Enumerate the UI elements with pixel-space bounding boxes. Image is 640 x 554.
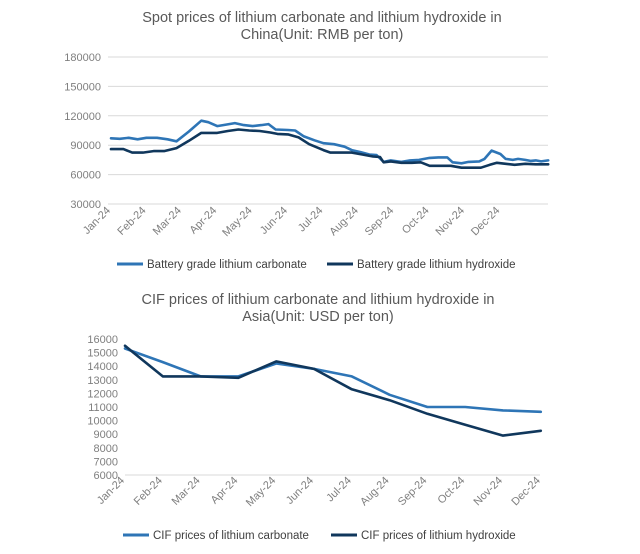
chart1-title-line: Spot prices of lithium carbonate and lit…: [142, 10, 501, 26]
chart1-x-tick-label: Nov-24: [434, 205, 468, 239]
chart2-title-line: Asia(Unit: USD per ton): [242, 309, 394, 325]
chart1-x-tick-label: Feb-24: [115, 205, 148, 238]
chart1-x-tick-label: Apr-24: [187, 205, 219, 237]
chart2-series-line-2: [123, 344, 543, 437]
chart1-x-tick-label: Jun-24: [258, 205, 290, 237]
chart2-x-tick-label: May-24: [244, 475, 278, 509]
chart2-y-tick-label: 7000: [94, 456, 118, 468]
chart2-series-line-1: [123, 347, 543, 414]
chart1-x-tick-label: May-24: [220, 205, 254, 239]
chart1-y-tick-label: 60000: [70, 170, 101, 182]
chart1-x-tick-label: Dec-24: [469, 205, 503, 239]
chart1-y-tick-label: 30000: [70, 199, 101, 211]
chart2: CIF prices of lithium carbonate and lith…: [87, 292, 543, 542]
chart2-title-line: CIF prices of lithium carbonate and lith…: [142, 292, 495, 308]
chart1-x-tick-label: Jul-24: [296, 205, 326, 235]
chart2-legend-label-1: CIF prices of lithium carbonate: [153, 530, 309, 542]
chart1-x-tick-label: Oct-24: [400, 205, 432, 237]
chart2-y-tick-label: 11000: [88, 402, 118, 414]
chart2-x-tick-label: Nov-24: [472, 475, 506, 509]
chart2-y-tick-label: 12000: [87, 388, 118, 400]
chart1-legend-label-2: Battery grade lithium hydroxide: [357, 259, 516, 271]
chart1-legend-label-1: Battery grade lithium carbonate: [147, 259, 307, 271]
chart1-series-line-1: [109, 119, 550, 165]
chart1-x-tick-label: Aug-24: [327, 205, 361, 239]
chart2-x-tick-label: Jun-24: [284, 475, 316, 507]
chart1-y-tick-label: 180000: [64, 52, 101, 64]
chart2-x-tick-label: Dec-24: [509, 475, 543, 509]
chart2-y-tick-label: 15000: [87, 348, 118, 360]
chart1-y-tick-label: 120000: [64, 111, 101, 123]
chart1-y-tick-label: 90000: [70, 140, 101, 152]
chart1-x-tick-label: Sep-24: [363, 205, 397, 239]
chart1-title: Spot prices of lithium carbonate and lit…: [142, 10, 501, 43]
chart2-legend-label-2: CIF prices of lithium hydroxide: [361, 530, 516, 542]
chart2-y-tick-label: 16000: [87, 334, 118, 346]
chart1-x-tick-label: Mar-24: [151, 205, 184, 238]
chart2-x-tick-label: Feb-24: [132, 475, 165, 508]
chart2-title: CIF prices of lithium carbonate and lith…: [142, 292, 495, 325]
chart1-series-line-2: [109, 128, 550, 169]
chart2-x-tick-label: Sep-24: [396, 475, 430, 509]
chart1-title-line: China(Unit: RMB per ton): [241, 27, 404, 43]
chart2-y-tick-label: 8000: [94, 443, 118, 455]
chart2-x-tick-label: Jul-24: [324, 475, 354, 505]
chart2-y-tick-label: 14000: [87, 361, 118, 373]
chart2-y-tick-label: 9000: [94, 429, 118, 441]
chart2-y-tick-label: 13000: [87, 375, 118, 387]
chart2-x-tick-label: Oct-24: [435, 475, 467, 507]
chart1-y-tick-label: 150000: [64, 81, 101, 93]
chart2-x-tick-label: Aug-24: [358, 475, 392, 509]
chart1: Spot prices of lithium carbonate and lit…: [64, 10, 550, 271]
chart2-x-tick-label: Mar-24: [170, 475, 203, 508]
chart2-x-tick-label: Apr-24: [209, 475, 241, 507]
chart2-y-tick-label: 6000: [94, 470, 118, 482]
chart2-y-tick-label: 10000: [87, 416, 118, 428]
